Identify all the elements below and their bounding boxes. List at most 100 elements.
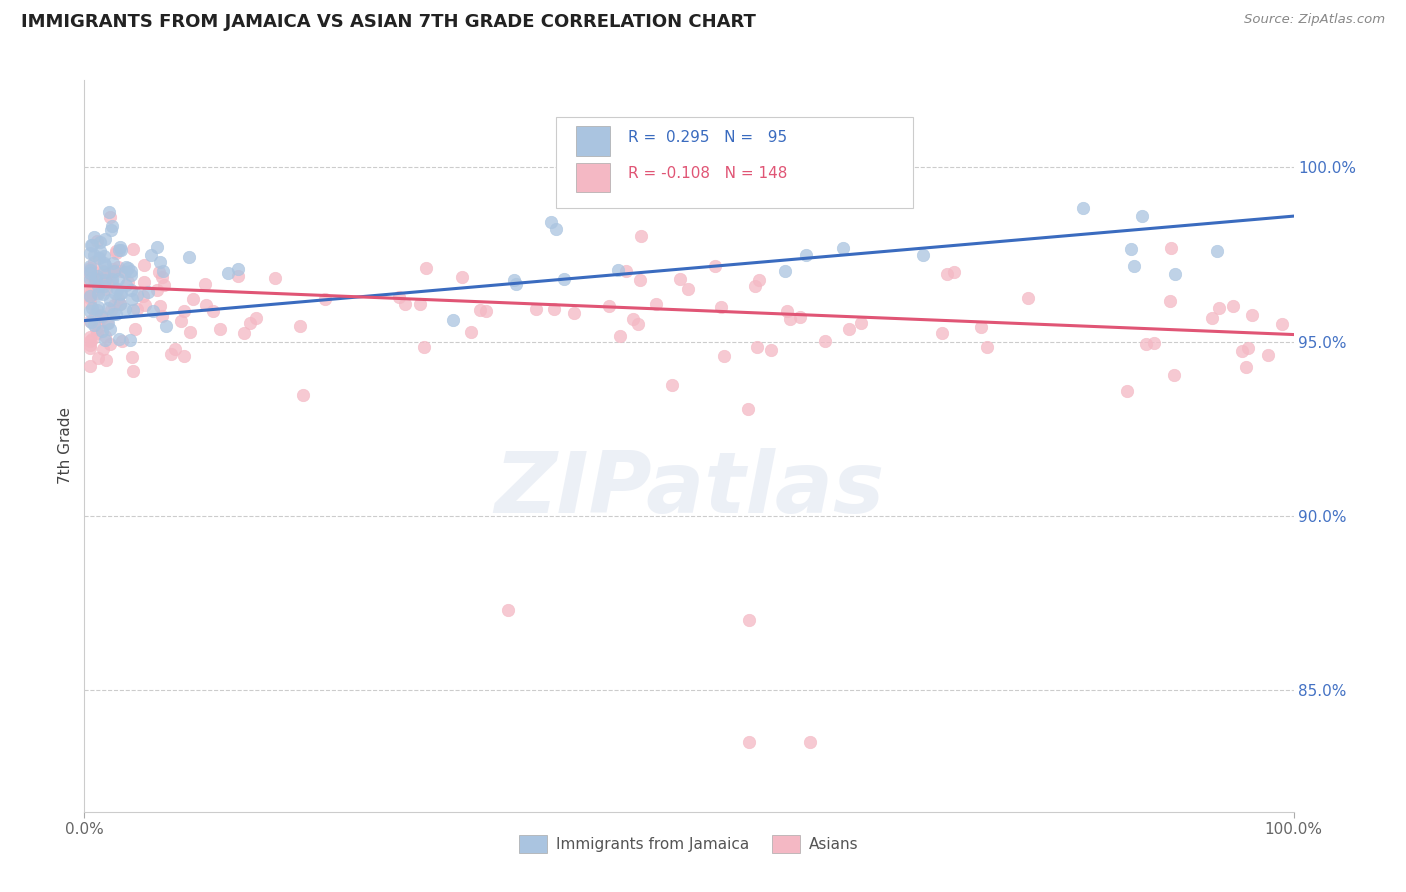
Point (120, 333, 142, 347)
Point (79, 261, 101, 276)
Point (1159, 293, 1181, 308)
Point (82, 265, 104, 279)
Point (108, 296, 131, 310)
Point (134, 258, 156, 272)
Point (131, 289, 153, 303)
Point (1017, 291, 1039, 305)
Point (776, 304, 799, 318)
Point (105, 244, 128, 259)
Point (152, 263, 174, 277)
Point (737, 401, 759, 416)
Point (86, 326, 108, 340)
Point (98, 205, 121, 219)
Point (851, 316, 873, 330)
Point (134, 298, 156, 312)
Point (970, 320, 993, 334)
Point (87, 251, 110, 265)
Point (89, 235, 111, 249)
Point (115, 277, 138, 292)
Point (86, 269, 108, 284)
Point (838, 322, 860, 336)
Point (125, 302, 148, 317)
Point (94, 352, 117, 367)
Point (245, 310, 267, 325)
Point (103, 307, 125, 321)
Point (160, 346, 183, 360)
Point (96, 316, 118, 330)
Point (1208, 301, 1230, 316)
Point (621, 312, 644, 326)
Point (598, 299, 620, 313)
Point (543, 302, 565, 317)
Point (291, 388, 314, 402)
Point (460, 325, 482, 339)
Point (177, 250, 200, 264)
Point (408, 297, 430, 311)
Point (441, 313, 464, 327)
Point (89, 244, 111, 259)
Point (121, 350, 143, 364)
Point (79, 263, 101, 277)
Point (149, 254, 172, 268)
Point (94, 232, 117, 246)
Point (524, 302, 547, 317)
Point (96, 267, 118, 281)
Point (94, 282, 117, 296)
Point (1160, 241, 1182, 255)
Point (108, 296, 131, 310)
Point (121, 242, 143, 256)
Text: IMMIGRANTS FROM JAMAICA VS ASIAN 7TH GRADE CORRELATION CHART: IMMIGRANTS FROM JAMAICA VS ASIAN 7TH GRA… (21, 13, 756, 31)
Point (79, 268, 101, 282)
Point (93, 279, 115, 293)
Point (103, 263, 125, 277)
Point (105, 282, 128, 296)
Point (627, 317, 650, 331)
Point (111, 334, 134, 348)
Point (121, 293, 143, 307)
Point (748, 273, 770, 287)
Point (153, 277, 176, 292)
Point (83, 318, 105, 333)
Point (226, 262, 249, 277)
Point (79, 238, 101, 252)
Point (110, 264, 132, 278)
Point (80, 315, 103, 329)
Point (120, 283, 142, 297)
Point (107, 332, 129, 346)
Point (79, 266, 101, 280)
Point (738, 735, 761, 749)
Point (779, 311, 801, 326)
Point (98, 322, 121, 336)
Legend: Immigrants from Jamaica, Asians: Immigrants from Jamaica, Asians (513, 829, 865, 859)
Point (1071, 202, 1094, 216)
Point (79, 289, 101, 303)
Point (146, 283, 169, 297)
Point (103, 264, 125, 278)
Point (107, 260, 129, 274)
Point (738, 613, 761, 627)
Point (86, 234, 108, 248)
Point (79, 313, 101, 327)
Point (120, 268, 142, 283)
Point (79, 264, 101, 278)
Point (149, 299, 172, 313)
Point (96, 276, 118, 290)
Point (117, 275, 139, 289)
Point (122, 303, 145, 318)
Point (101, 272, 124, 286)
Point (1119, 242, 1142, 256)
Point (97, 301, 120, 315)
Point (155, 318, 177, 333)
Point (87, 351, 110, 365)
Point (93, 250, 115, 264)
Point (415, 260, 437, 275)
Point (93, 264, 115, 278)
Point (105, 307, 128, 321)
Point (1163, 368, 1185, 382)
Point (201, 304, 224, 318)
Point (148, 265, 170, 279)
Point (93, 256, 115, 270)
Point (394, 297, 416, 311)
Point (150, 309, 173, 323)
Point (194, 277, 217, 291)
